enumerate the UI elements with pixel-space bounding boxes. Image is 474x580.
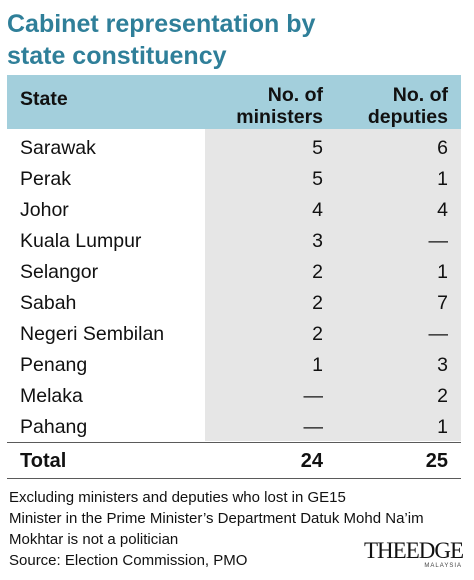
header-deputies-line-2: deputies [367,106,448,128]
table-header: State No. of ministers No. of deputies [7,75,461,129]
cell-ministers: 2 [312,323,323,345]
cell-state: Kuala Lumpur [20,230,142,252]
cell-ministers: 2 [312,261,323,283]
chart-title-line-2: state constituency [7,42,227,70]
cell-ministers: 5 [312,168,323,190]
cell-state: Sarawak [20,137,96,159]
cell-deputies: 2 [437,385,448,407]
cell-state: Negeri Sembilan [20,323,165,345]
table-row: Perak 5 1 [7,163,461,194]
chart-title-line-1: Cabinet representation by [7,10,316,38]
table-row: Sabah 2 7 [7,287,461,318]
table-row: Selangor 2 1 [7,256,461,287]
header-deputies-line-1: No. of [392,84,448,106]
cell-state: Perak [20,168,71,190]
cell-ministers: — [303,416,324,438]
cell-deputies: 1 [437,168,448,190]
footnote-2: Minister in the Prime Minister’s Departm… [9,510,424,527]
cell-ministers: 2 [312,292,323,314]
cell-state: Penang [20,354,88,376]
header-state: State [20,88,68,110]
table-row: Melaka — 2 [7,380,461,411]
total-label: Total [20,450,67,472]
total-separator [7,442,461,443]
logo-text: THEEDGE [364,538,464,563]
the-edge-logo: THEEDGE MALAYSIA [364,537,466,573]
header-ministers-line-2: ministers [236,106,323,128]
cell-ministers: 3 [312,230,323,252]
source-note: Source: Election Commission, PMO [9,552,248,569]
total-row: Total 24 25 [7,445,461,476]
cell-ministers: — [303,385,324,407]
cell-deputies: 1 [437,261,448,283]
cell-state: Melaka [20,385,83,407]
table-row: Pahang — 1 [7,411,461,442]
cell-deputies: 3 [437,354,448,376]
cell-ministers: 4 [312,199,323,221]
table-row: Penang 1 3 [7,349,461,380]
table-row: Negeri Sembilan 2 — [7,318,461,349]
cell-deputies: — [428,230,449,252]
table-row: Sarawak 5 6 [7,132,461,163]
cell-deputies: 1 [437,416,448,438]
total-ministers: 24 [300,450,323,472]
footnote-3: Mokhtar is not a politician [9,531,179,548]
footnotes: Excluding ministers and deputies who los… [9,487,424,571]
cell-ministers: 1 [312,354,323,376]
footer-separator [7,478,461,479]
cell-deputies: — [428,323,449,345]
cell-state: Sabah [20,292,77,314]
cell-state: Johor [20,199,69,221]
table-row: Johor 4 4 [7,194,461,225]
header-ministers-line-1: No. of [267,84,323,106]
header-ministers: No. of ministers [236,84,323,128]
footnote-1: Excluding ministers and deputies who los… [9,489,346,506]
logo-subtext: MALAYSIA [424,563,462,569]
cell-deputies: 4 [437,199,448,221]
cell-state: Selangor [20,261,99,283]
total-deputies: 25 [425,450,448,472]
chart-title: Cabinet representation by state constitu… [7,8,467,72]
header-deputies: No. of deputies [368,84,448,128]
number-columns-shading [205,129,461,441]
cell-state: Pahang [20,416,88,438]
cell-deputies: 7 [437,292,448,314]
cell-ministers: 5 [312,137,323,159]
cell-deputies: 6 [437,137,448,159]
table-row: Kuala Lumpur 3 — [7,225,461,256]
